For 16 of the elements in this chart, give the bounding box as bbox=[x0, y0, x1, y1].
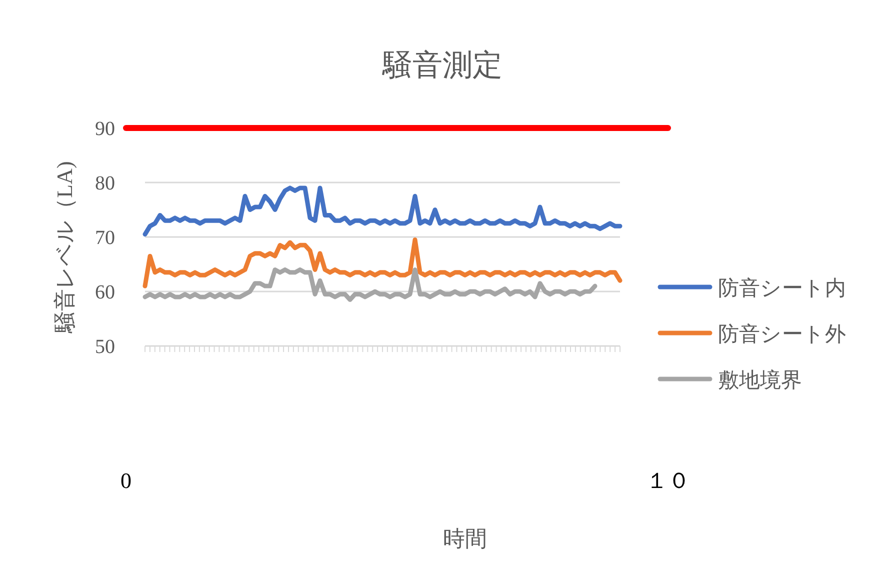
y-tick-label: 70 bbox=[95, 227, 115, 249]
x-axis-title: 時間 bbox=[443, 526, 487, 551]
legend-label: 防音シート外 bbox=[718, 322, 846, 346]
x2-tick-label: 0 bbox=[120, 468, 132, 493]
x2-tick-label: １０ bbox=[646, 468, 690, 493]
line-series bbox=[142, 237, 622, 288]
line-series bbox=[142, 267, 598, 302]
y-tick-label: 60 bbox=[95, 282, 115, 304]
line-series bbox=[142, 186, 622, 237]
legend-label: 防音シート内 bbox=[718, 276, 846, 300]
legend-label: 敷地境界 bbox=[718, 368, 802, 392]
y-tick-label: 50 bbox=[95, 336, 115, 358]
y-axis-title: 騒音レベル（LA) bbox=[52, 161, 77, 334]
y-tick-label: 80 bbox=[95, 172, 115, 194]
chart-title: 騒音測定 bbox=[382, 49, 502, 82]
y-tick-label: 90 bbox=[95, 118, 115, 140]
